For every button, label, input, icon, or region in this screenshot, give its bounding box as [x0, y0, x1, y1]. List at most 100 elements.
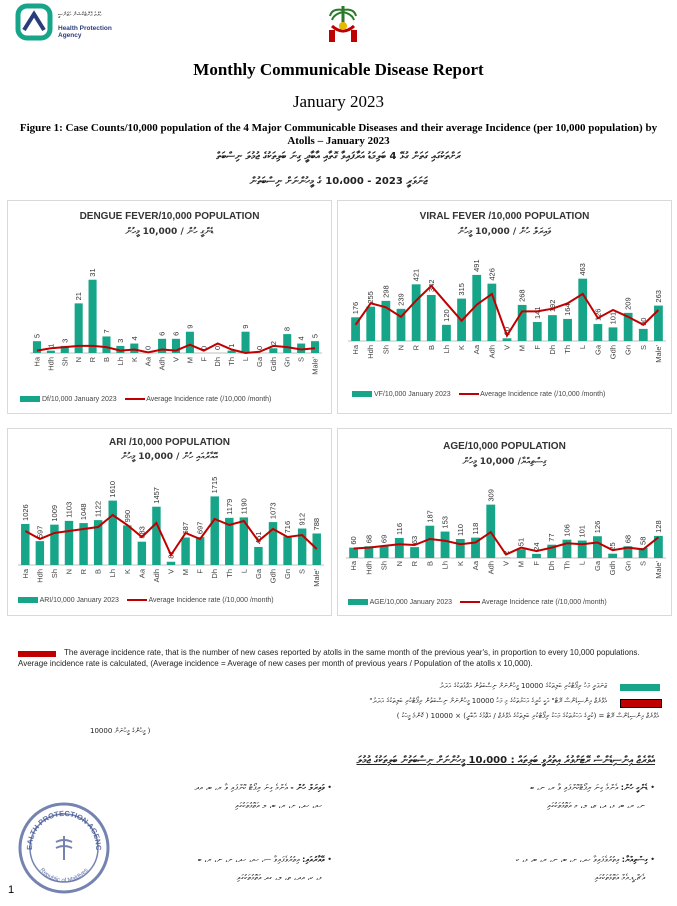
highlight-text: އެންމެ ގިނަ ރިޕޯޓްކޮށްފައި ވާ ރ، ނ، ބ — [530, 783, 619, 792]
tick-label: M — [517, 561, 526, 567]
bar — [578, 278, 588, 341]
tick-label: V — [172, 357, 181, 362]
tick-label: Th — [225, 569, 234, 578]
teal-bar-swatch — [620, 684, 660, 691]
red-note-dv-2: ( އެވްރެޖް އިންސިޑެންސް ރޭޓް = (ކުރީގެ އ… — [396, 712, 659, 720]
tick-label: Gdh — [609, 345, 618, 359]
data-label: 426 — [487, 268, 496, 281]
tick-label: B — [427, 345, 436, 350]
bar — [35, 541, 45, 565]
data-label: 0 — [255, 346, 264, 350]
bar — [158, 338, 167, 353]
bar — [297, 528, 307, 565]
bar — [638, 328, 648, 341]
tick-label: Lh — [108, 569, 117, 577]
data-label: 192 — [548, 300, 557, 313]
tick-label: Hdh — [46, 357, 55, 371]
red-note-dv-3: 10000 މީހުންގެ މީހުނަށް ) — [90, 727, 151, 735]
data-label: 1190 — [239, 498, 248, 514]
bar — [351, 317, 360, 341]
chart-title: ARI /10,000 POPULATION — [109, 437, 230, 448]
viral-chart: 176Ha255Hdh298Sh239N421R342B120Lh315K491… — [348, 259, 666, 363]
bar — [181, 537, 190, 565]
bar — [654, 305, 663, 341]
chart-legend: AGE/10,000 January 2023 Average Incidenc… — [338, 599, 671, 606]
data-label: 128 — [654, 520, 663, 533]
chart-legend: ARI/10,000 January 2023 Average Incidenc… — [8, 597, 331, 604]
bar — [32, 341, 41, 353]
bar — [185, 331, 194, 353]
bar — [210, 496, 219, 565]
seal-text: HEALTH PROTECTION AGENCY — [13, 793, 103, 851]
tick-label: Th — [563, 345, 572, 354]
legend-label-line: Average Incidence rate (/10,000 /month) — [480, 391, 606, 398]
data-label: 68 — [623, 535, 632, 543]
tick-label: Adh — [158, 357, 167, 370]
data-label: 8 — [283, 327, 292, 331]
data-label: 106 — [562, 524, 571, 537]
tick-label: Lh — [442, 345, 451, 353]
highlight-item-ari-2: ޅ، ކ، އދ، ތ، ލ، ގދ އަތޮޅުތަކުގައި — [236, 873, 322, 882]
bar — [516, 549, 526, 558]
tick-label: S — [298, 569, 307, 574]
highlight-head: އޭއާރުއައި: — [302, 855, 325, 864]
tick-label: Gn — [623, 561, 632, 571]
chart-subtitle-dv: ޑެންގީ ހުން / 10,000 މީހުން — [125, 227, 214, 237]
tick-label: K — [130, 357, 139, 362]
tick-label: B — [425, 561, 434, 566]
tick-label: L — [239, 569, 248, 573]
tick-label: Lh — [116, 357, 125, 365]
tick-label: N — [65, 569, 74, 574]
bar — [137, 541, 147, 565]
tick-label: M — [181, 569, 190, 575]
data-label: 1 — [227, 343, 236, 347]
bar — [116, 345, 125, 353]
highlight-item-ari: އޭއާރުއައި: އިތުރުވެފައިވާ ސ، ހއ، ހދ، ށ،… — [197, 855, 332, 864]
bar — [623, 546, 633, 558]
bar — [548, 315, 557, 341]
highlight-text: އިތުރުވެފައިވާ ހދ، ށ، ބ، ނ، ރ، ބ، ޅ، ކ — [516, 855, 620, 864]
chart-title: DENGUE FEVER/10,000 POPULATION — [79, 211, 260, 222]
data-label: 315 — [457, 283, 466, 296]
bar — [166, 561, 176, 565]
data-label: 0 — [213, 346, 222, 350]
data-label: 116 — [395, 523, 404, 535]
data-label: 298 — [381, 285, 390, 298]
bar — [381, 300, 391, 341]
data-label: 0 — [144, 346, 153, 350]
data-label: 4 — [297, 336, 306, 340]
tick-label: N — [395, 561, 404, 566]
report-month: January 2023 — [292, 92, 385, 111]
hpa-seal-icon: HEALTH PROTECTION AGENCY Republic of Mal… — [13, 793, 112, 896]
bar — [21, 523, 30, 565]
tick-label: M — [185, 357, 194, 363]
data-label: 1179 — [225, 499, 234, 515]
data-label: 1 — [46, 343, 55, 347]
data-label: 912 — [298, 513, 307, 526]
data-label: 176 — [351, 302, 360, 315]
data-label: 69 — [380, 535, 389, 543]
chart-legend: Df/10,000 January 2023 Average Incidence… — [8, 396, 331, 403]
tick-label: B — [94, 569, 103, 574]
data-label: 1103 — [65, 502, 74, 518]
legend-swatch-bar — [20, 396, 40, 403]
tick-label: Male' — [311, 356, 320, 374]
tick-label: Adh — [487, 345, 496, 358]
seal-sub: Republic of Maldives — [38, 867, 89, 884]
avg-incidence-note: The average incidence rate, that is the … — [18, 648, 640, 668]
data-label: 788 — [312, 518, 321, 531]
data-label: 77 — [547, 533, 556, 541]
legend-swatch-bar — [348, 599, 368, 606]
legend-swatch-bar — [18, 597, 38, 604]
tick-label: Th — [562, 561, 571, 570]
red-line-swatch — [18, 651, 56, 657]
data-label: 6 — [158, 332, 167, 336]
bar — [394, 537, 404, 558]
chart-panel-viral: VIRAL FEVER /10,000 POPULATION ވައިރަލް … — [337, 200, 672, 414]
bar — [171, 338, 181, 353]
agency-name: Health Protection Agency — [58, 25, 112, 39]
tick-label: Adh — [486, 561, 495, 574]
tick-label: Hdh — [35, 569, 44, 583]
data-label: 583 — [137, 526, 146, 539]
legend-label-line: Average Incidence rate (/10,000 /month) — [481, 599, 607, 606]
